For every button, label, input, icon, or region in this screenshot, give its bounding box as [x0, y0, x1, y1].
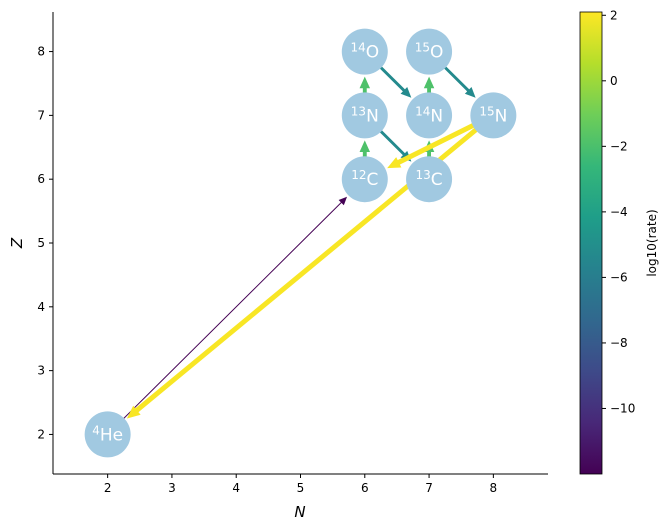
element-symbol: N [430, 106, 443, 126]
mass-number: 14 [350, 41, 365, 55]
colorbar-tick-label: 2 [610, 8, 618, 22]
nucleus-n15: 15N [470, 92, 517, 139]
mass-number: 15 [479, 104, 494, 118]
nucleus-c12: 12C [341, 156, 388, 203]
x-axis-label: N [294, 503, 305, 521]
colorbar-tick-label: −6 [610, 270, 628, 284]
element-symbol: C [366, 170, 378, 190]
y-tick-label: 6 [37, 172, 45, 186]
mass-number: 13 [415, 168, 430, 182]
colorbar-tick-label: −2 [610, 139, 628, 153]
nucleus-label: 15O [415, 41, 444, 63]
nucleus-o15: 15O [406, 28, 453, 75]
rate-arrow-n13-o14 [359, 76, 371, 97]
nucleus-label: 14N [415, 104, 443, 126]
mass-number: 14 [415, 104, 430, 118]
element-symbol: C [431, 170, 443, 190]
colorbar-label: log10(rate) [645, 209, 659, 276]
y-tick-label: 2 [37, 427, 45, 441]
nucleus-label: 15N [479, 104, 507, 126]
x-tick-label: 7 [425, 481, 433, 495]
x-tick-label: 4 [232, 481, 240, 495]
colorbar-tick-label: −10 [610, 401, 635, 415]
y-tick-label: 8 [37, 45, 45, 59]
mass-number: 13 [351, 104, 366, 118]
element-symbol: O [430, 43, 443, 63]
y-ticks: 2 3 4 5 6 7 8 [37, 45, 53, 441]
mass-number: 15 [415, 41, 430, 55]
nucleus-label: 13N [351, 104, 379, 126]
nucleus-circle [341, 28, 388, 75]
nucleus-n14: 14N [406, 92, 453, 139]
nucleus-label: 14O [350, 41, 379, 63]
nucleus-c13: 13C [406, 156, 453, 203]
mass-number: 4 [92, 423, 100, 437]
rate-arrow-he4-c12 [122, 196, 348, 421]
nucleus-circle [470, 92, 517, 139]
nucleus-label: 4He [92, 423, 123, 445]
x-tick-label: 3 [168, 481, 176, 495]
rate-arrow-o15-n15 [442, 64, 476, 98]
rate-arrow-n15-c12 [387, 122, 478, 169]
y-tick-label: 5 [37, 236, 45, 250]
nucleus-circle [84, 411, 131, 458]
rate-arrow-n14-o15 [423, 76, 435, 97]
rate-arrow-o14-n14 [378, 64, 412, 98]
y-axis-label: Z [8, 237, 26, 249]
y-tick-label: 3 [37, 364, 45, 378]
nucleus-circle [406, 156, 453, 203]
nucleus-n13: 13N [341, 92, 388, 139]
x-tick-label: 8 [490, 481, 498, 495]
element-symbol: O [366, 43, 379, 63]
x-tick-label: 6 [361, 481, 369, 495]
colorbar-tick-label: 0 [610, 74, 618, 88]
element-symbol: He [100, 425, 123, 445]
nucleus-label: 12C [351, 168, 378, 190]
x-tick-label: 2 [104, 481, 112, 495]
nucleus-circle [406, 92, 453, 139]
nucleus-he4: 4He [84, 411, 131, 458]
y-tick-label: 4 [37, 300, 45, 314]
y-tick-label: 7 [37, 108, 45, 122]
colorbar: 2 0 −2 −4 −6 −8 −10 log10(rate) [579, 8, 659, 475]
element-symbol: N [495, 106, 508, 126]
x-tick-label: 5 [297, 481, 305, 495]
colorbar-gradient [579, 11, 603, 475]
x-ticks: 2 3 4 5 6 7 8 [104, 474, 497, 495]
nucleus-circle [341, 156, 388, 203]
mass-number: 12 [351, 168, 366, 182]
rate-arrow-c12-n13 [359, 140, 371, 161]
colorbar-tick-label: −4 [610, 205, 628, 219]
nucleus-circle [406, 28, 453, 75]
element-symbol: N [366, 106, 379, 126]
colorbar-tick-label: −8 [610, 336, 628, 350]
nucleus-circle [341, 92, 388, 139]
nucleus-o14: 14O [341, 28, 388, 75]
colorbar-ticks: 2 0 −2 −4 −6 −8 −10 [602, 8, 635, 415]
nucleus-label: 13C [415, 168, 442, 190]
